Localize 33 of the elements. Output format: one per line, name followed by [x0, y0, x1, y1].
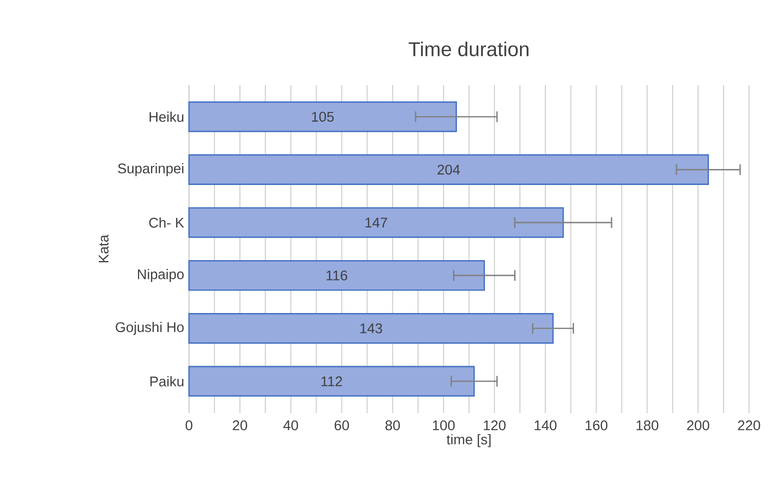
y-tick-label: Suparinpei: [118, 163, 184, 176]
bar: [188, 207, 564, 238]
y-tick-label: Nipaipo: [138, 268, 184, 282]
x-tick-label: 120: [484, 420, 506, 430]
y-tick-label: Gojushi Ho: [116, 322, 184, 335]
data-label: 116: [326, 270, 348, 280]
x-tick-label: 80: [385, 420, 400, 430]
bar: [188, 313, 554, 344]
x-tick-label: 180: [636, 420, 658, 430]
bar: [188, 260, 485, 291]
bar: [188, 101, 457, 132]
x-tick-label: 140: [534, 420, 556, 430]
x-tick-label: 100: [432, 420, 455, 430]
y-axis-title: Kata: [98, 234, 109, 262]
x-axis-title: time [s]: [446, 434, 491, 448]
x-tick-label: 160: [586, 420, 608, 430]
data-label: 105: [312, 112, 334, 122]
data-label: 147: [365, 218, 388, 228]
x-tick-label: 0: [186, 420, 192, 430]
x-tick-label: 200: [687, 420, 710, 430]
data-label: 204: [438, 164, 460, 175]
data-label: 143: [360, 323, 382, 334]
x-tick-label: 220: [738, 420, 760, 430]
y-tick-label: Ch- K: [149, 217, 184, 228]
bar: [188, 366, 475, 397]
bar: [188, 154, 709, 185]
x-tick-label: 20: [232, 420, 248, 430]
data-label: 112: [321, 376, 342, 386]
y-tick-label: Heiku: [150, 112, 184, 122]
chart-title: Time duration: [408, 42, 528, 56]
x-tick-label: 40: [283, 420, 298, 430]
y-tick-label: Paiku: [150, 376, 184, 386]
x-tick-label: 60: [334, 420, 349, 430]
